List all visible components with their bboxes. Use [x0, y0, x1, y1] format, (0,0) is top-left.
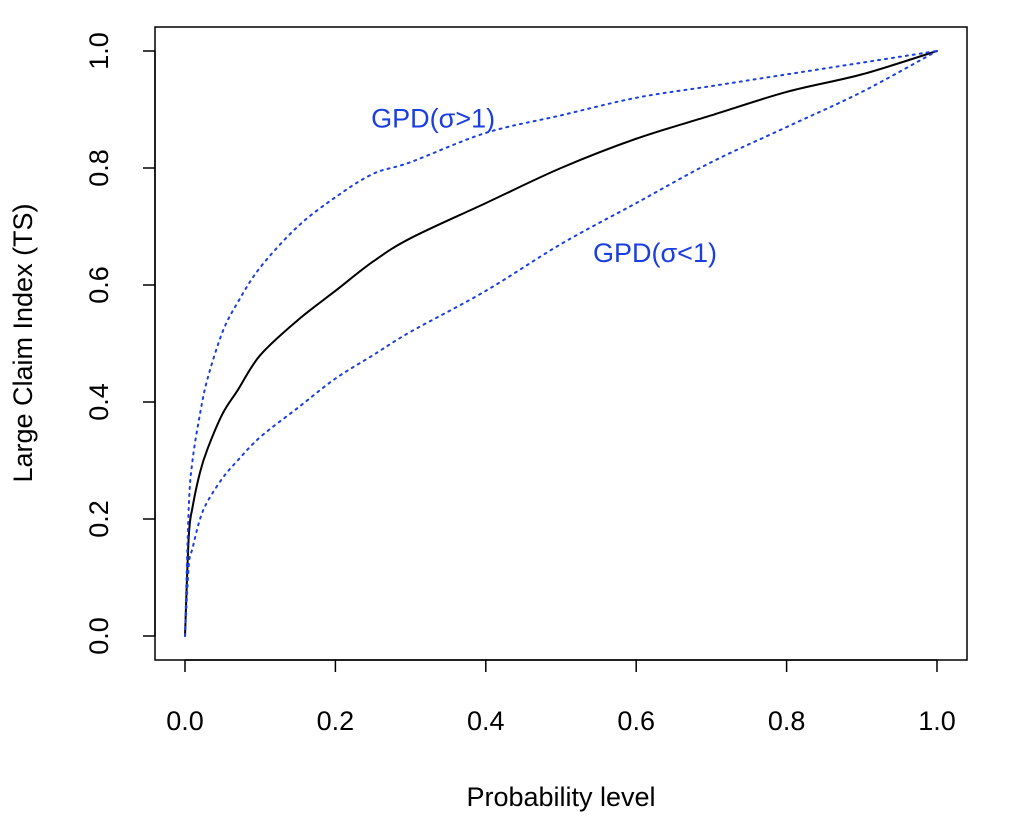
x-tick-label: 0.8: [768, 706, 806, 736]
plot-frame: [154, 26, 968, 661]
x-tick-label: 0.6: [617, 706, 655, 736]
x-tick-label: 0.0: [166, 706, 204, 736]
series-line-3: [184, 50, 938, 637]
annotation-label: GPD(σ>1): [371, 103, 495, 133]
series-layer: [184, 50, 938, 637]
y-tick-label: 0.6: [84, 266, 114, 304]
annotation-label: GPD(σ<1): [593, 238, 717, 268]
y-axis: 0.0 0.2 0.4 0.6 0.8 1.0: [84, 32, 156, 655]
y-axis-label: Large Claim Index (TS): [8, 203, 38, 482]
y-tick-label: 0.2: [84, 500, 114, 538]
annotation-layer: GPD(σ>1) GPD(σ<1): [371, 103, 717, 268]
x-axis-label: Probability level: [466, 782, 655, 812]
x-tick-label: 0.2: [317, 706, 355, 736]
x-axis: 0.0 0.2 0.4 0.6 0.8 1.0: [166, 659, 956, 736]
x-tick-label: 0.4: [467, 706, 505, 736]
y-tick-label: 1.0: [84, 32, 114, 70]
y-tick-label: 0.0: [84, 617, 114, 655]
y-tick-label: 0.8: [84, 149, 114, 187]
y-tick-label: 0.4: [84, 383, 114, 421]
x-tick-label: 1.0: [918, 706, 956, 736]
series-line-1: [184, 50, 938, 637]
series-line-2: [184, 50, 938, 637]
